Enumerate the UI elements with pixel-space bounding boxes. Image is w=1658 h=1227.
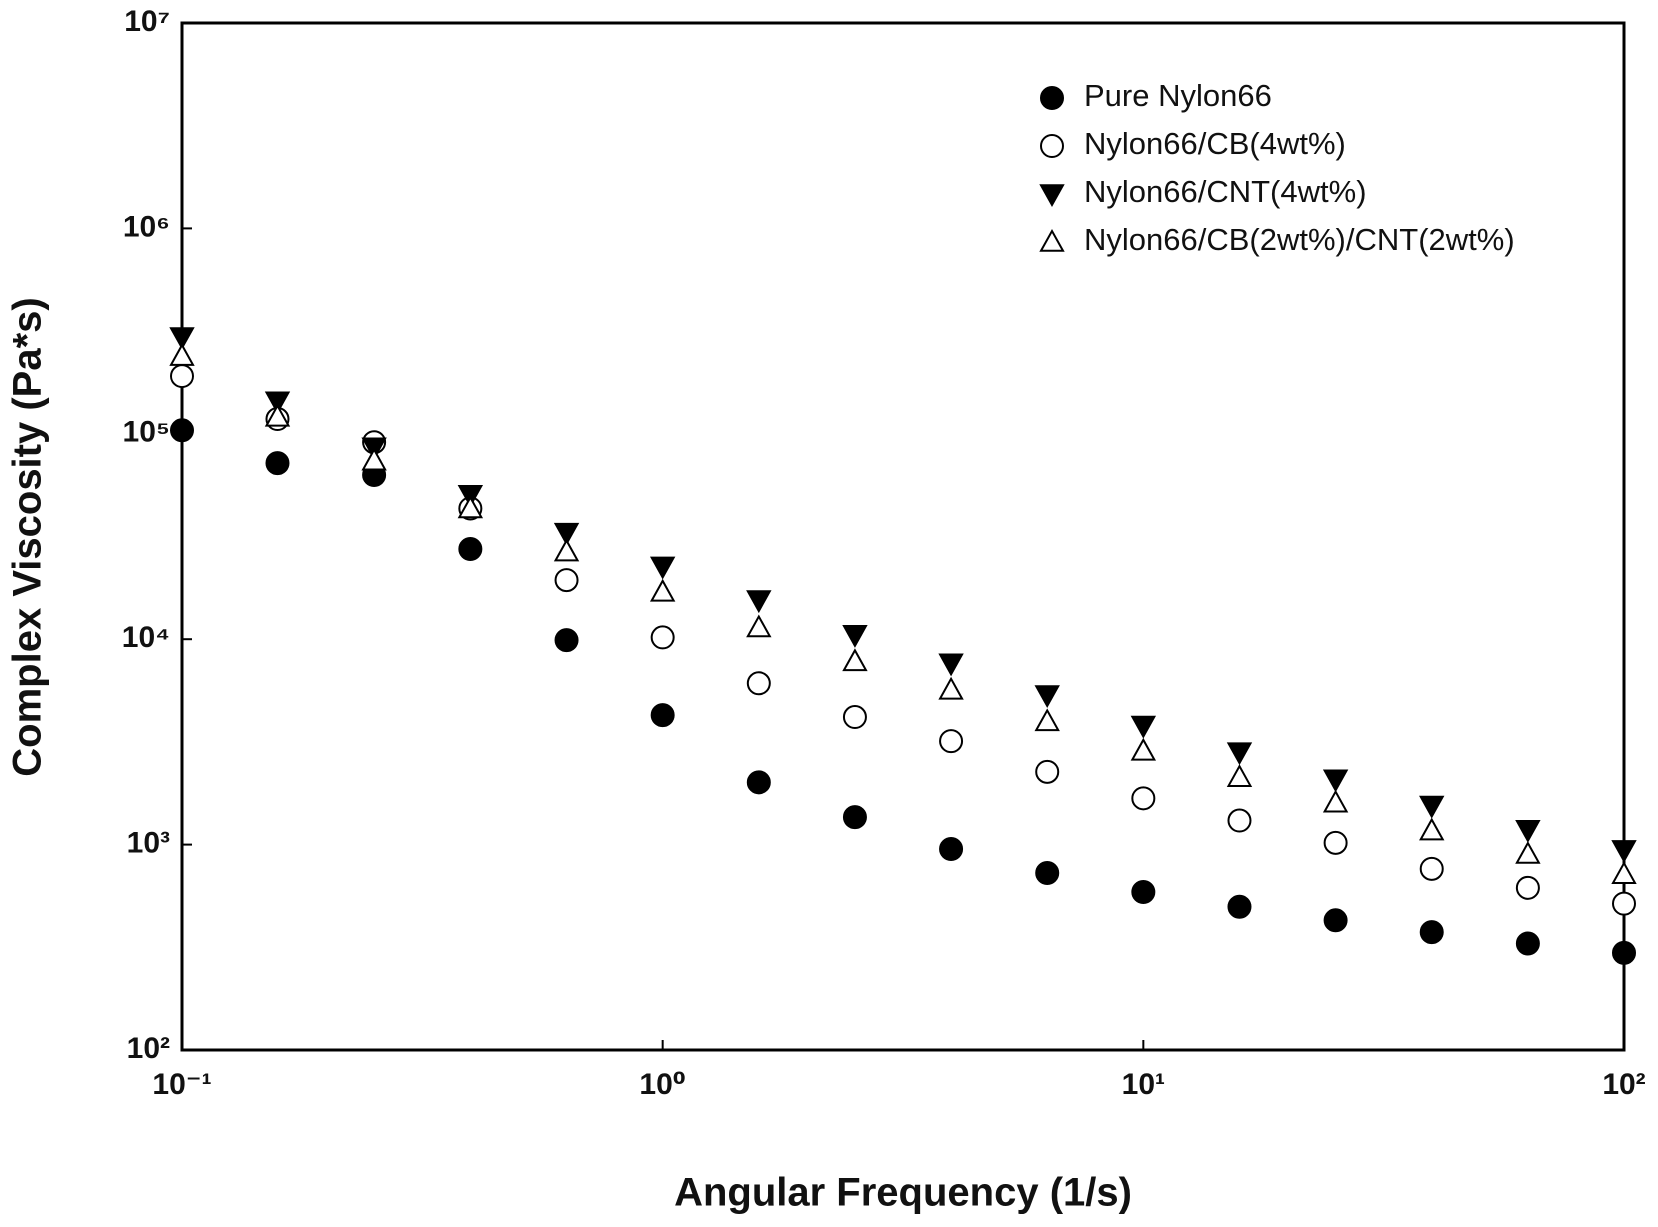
data-point bbox=[1419, 817, 1445, 841]
data-point bbox=[649, 556, 676, 580]
x-tick-label: 10⁻¹ bbox=[152, 1068, 211, 1101]
data-point bbox=[170, 364, 194, 389]
data-point bbox=[553, 538, 580, 562]
data-point bbox=[264, 403, 291, 427]
legend-label: Pure Nylon66 bbox=[1084, 78, 1272, 113]
x-tick-label: 10¹ bbox=[1122, 1068, 1165, 1101]
x-tick-label: 10⁰ bbox=[639, 1068, 686, 1101]
data-point bbox=[553, 522, 580, 546]
legend-marker bbox=[1039, 228, 1065, 252]
data-point bbox=[1611, 840, 1637, 863]
y-axis-title: Complex Viscosity (Pa*s) bbox=[6, 297, 50, 776]
x-tick-label: 10² bbox=[1602, 1068, 1645, 1101]
data-point bbox=[554, 628, 579, 653]
data-point bbox=[1419, 795, 1445, 819]
data-point bbox=[1611, 861, 1637, 884]
data-point bbox=[458, 536, 483, 561]
legend-label: Nylon66/CB(2wt%)/CNT(2wt%) bbox=[1084, 222, 1515, 257]
legend-marker bbox=[1039, 184, 1065, 208]
data-point bbox=[1515, 875, 1540, 900]
x-axis-title: Angular Frequency (1/s) bbox=[674, 1171, 1132, 1215]
data-point bbox=[1419, 856, 1444, 881]
data-point bbox=[842, 805, 867, 830]
y-tick-label: 10⁵ bbox=[123, 416, 170, 449]
data-point bbox=[1323, 830, 1348, 855]
legend-label: Nylon66/CB(4wt%) bbox=[1084, 126, 1346, 161]
data-point bbox=[1227, 894, 1252, 919]
data-point bbox=[361, 447, 387, 471]
data-point bbox=[1035, 759, 1060, 784]
y-tick-label: 10³ bbox=[127, 827, 170, 860]
data-point bbox=[1226, 742, 1253, 766]
data-point bbox=[650, 703, 675, 728]
data-point bbox=[939, 729, 964, 754]
data-point bbox=[939, 836, 964, 861]
data-point bbox=[457, 495, 484, 519]
data-point bbox=[938, 653, 964, 677]
data-point bbox=[842, 648, 868, 672]
data-point bbox=[1227, 808, 1252, 833]
y-tick-label: 10⁶ bbox=[123, 210, 170, 243]
data-point bbox=[1515, 820, 1541, 843]
y-tick-label: 10² bbox=[127, 1032, 170, 1065]
data-point bbox=[170, 418, 194, 443]
data-point bbox=[169, 343, 195, 366]
data-point bbox=[746, 770, 771, 795]
data-point bbox=[1612, 940, 1636, 965]
data-point bbox=[265, 451, 290, 476]
data-point bbox=[842, 625, 868, 648]
data-point bbox=[169, 327, 195, 351]
data-point bbox=[1515, 840, 1541, 864]
legend-marker bbox=[1040, 134, 1064, 158]
data-point bbox=[1034, 685, 1060, 709]
data-point bbox=[746, 671, 771, 696]
legend-label: Nylon66/CNT(4wt%) bbox=[1084, 174, 1367, 209]
data-point bbox=[1131, 879, 1156, 904]
data-point bbox=[938, 676, 964, 700]
data-point bbox=[1131, 786, 1156, 811]
data-point bbox=[1034, 708, 1060, 732]
data-point bbox=[1515, 931, 1540, 956]
data-point bbox=[1419, 920, 1444, 945]
data-point bbox=[1130, 715, 1157, 739]
data-point bbox=[746, 614, 772, 638]
y-tick-label: 10⁴ bbox=[122, 621, 170, 654]
data-point bbox=[746, 590, 772, 614]
data-point bbox=[650, 625, 675, 650]
data-point bbox=[1035, 861, 1060, 886]
data-point bbox=[1612, 891, 1636, 916]
data-point bbox=[554, 568, 579, 593]
data-point bbox=[264, 391, 291, 415]
data-point bbox=[1130, 737, 1157, 761]
data-point bbox=[1226, 764, 1253, 787]
data-point bbox=[1322, 789, 1349, 813]
y-tick-label: 10⁷ bbox=[124, 5, 170, 38]
data-point bbox=[1322, 769, 1349, 793]
plot-frame bbox=[180, 21, 1626, 1052]
data-point bbox=[842, 705, 867, 730]
legend-marker bbox=[1040, 86, 1064, 110]
data-point bbox=[1323, 908, 1348, 933]
data-point bbox=[649, 578, 676, 602]
